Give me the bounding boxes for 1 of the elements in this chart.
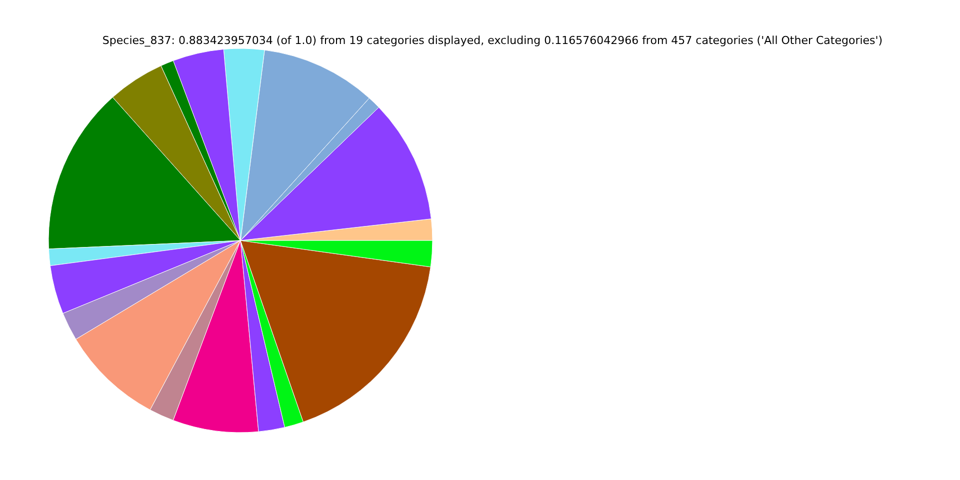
text: Species_837: 0.883423957034 (of 1.0) from 19 categories displayed, excluding 0.116576042966 from 457 categories ('All Other Categories') [102,34,883,47]
